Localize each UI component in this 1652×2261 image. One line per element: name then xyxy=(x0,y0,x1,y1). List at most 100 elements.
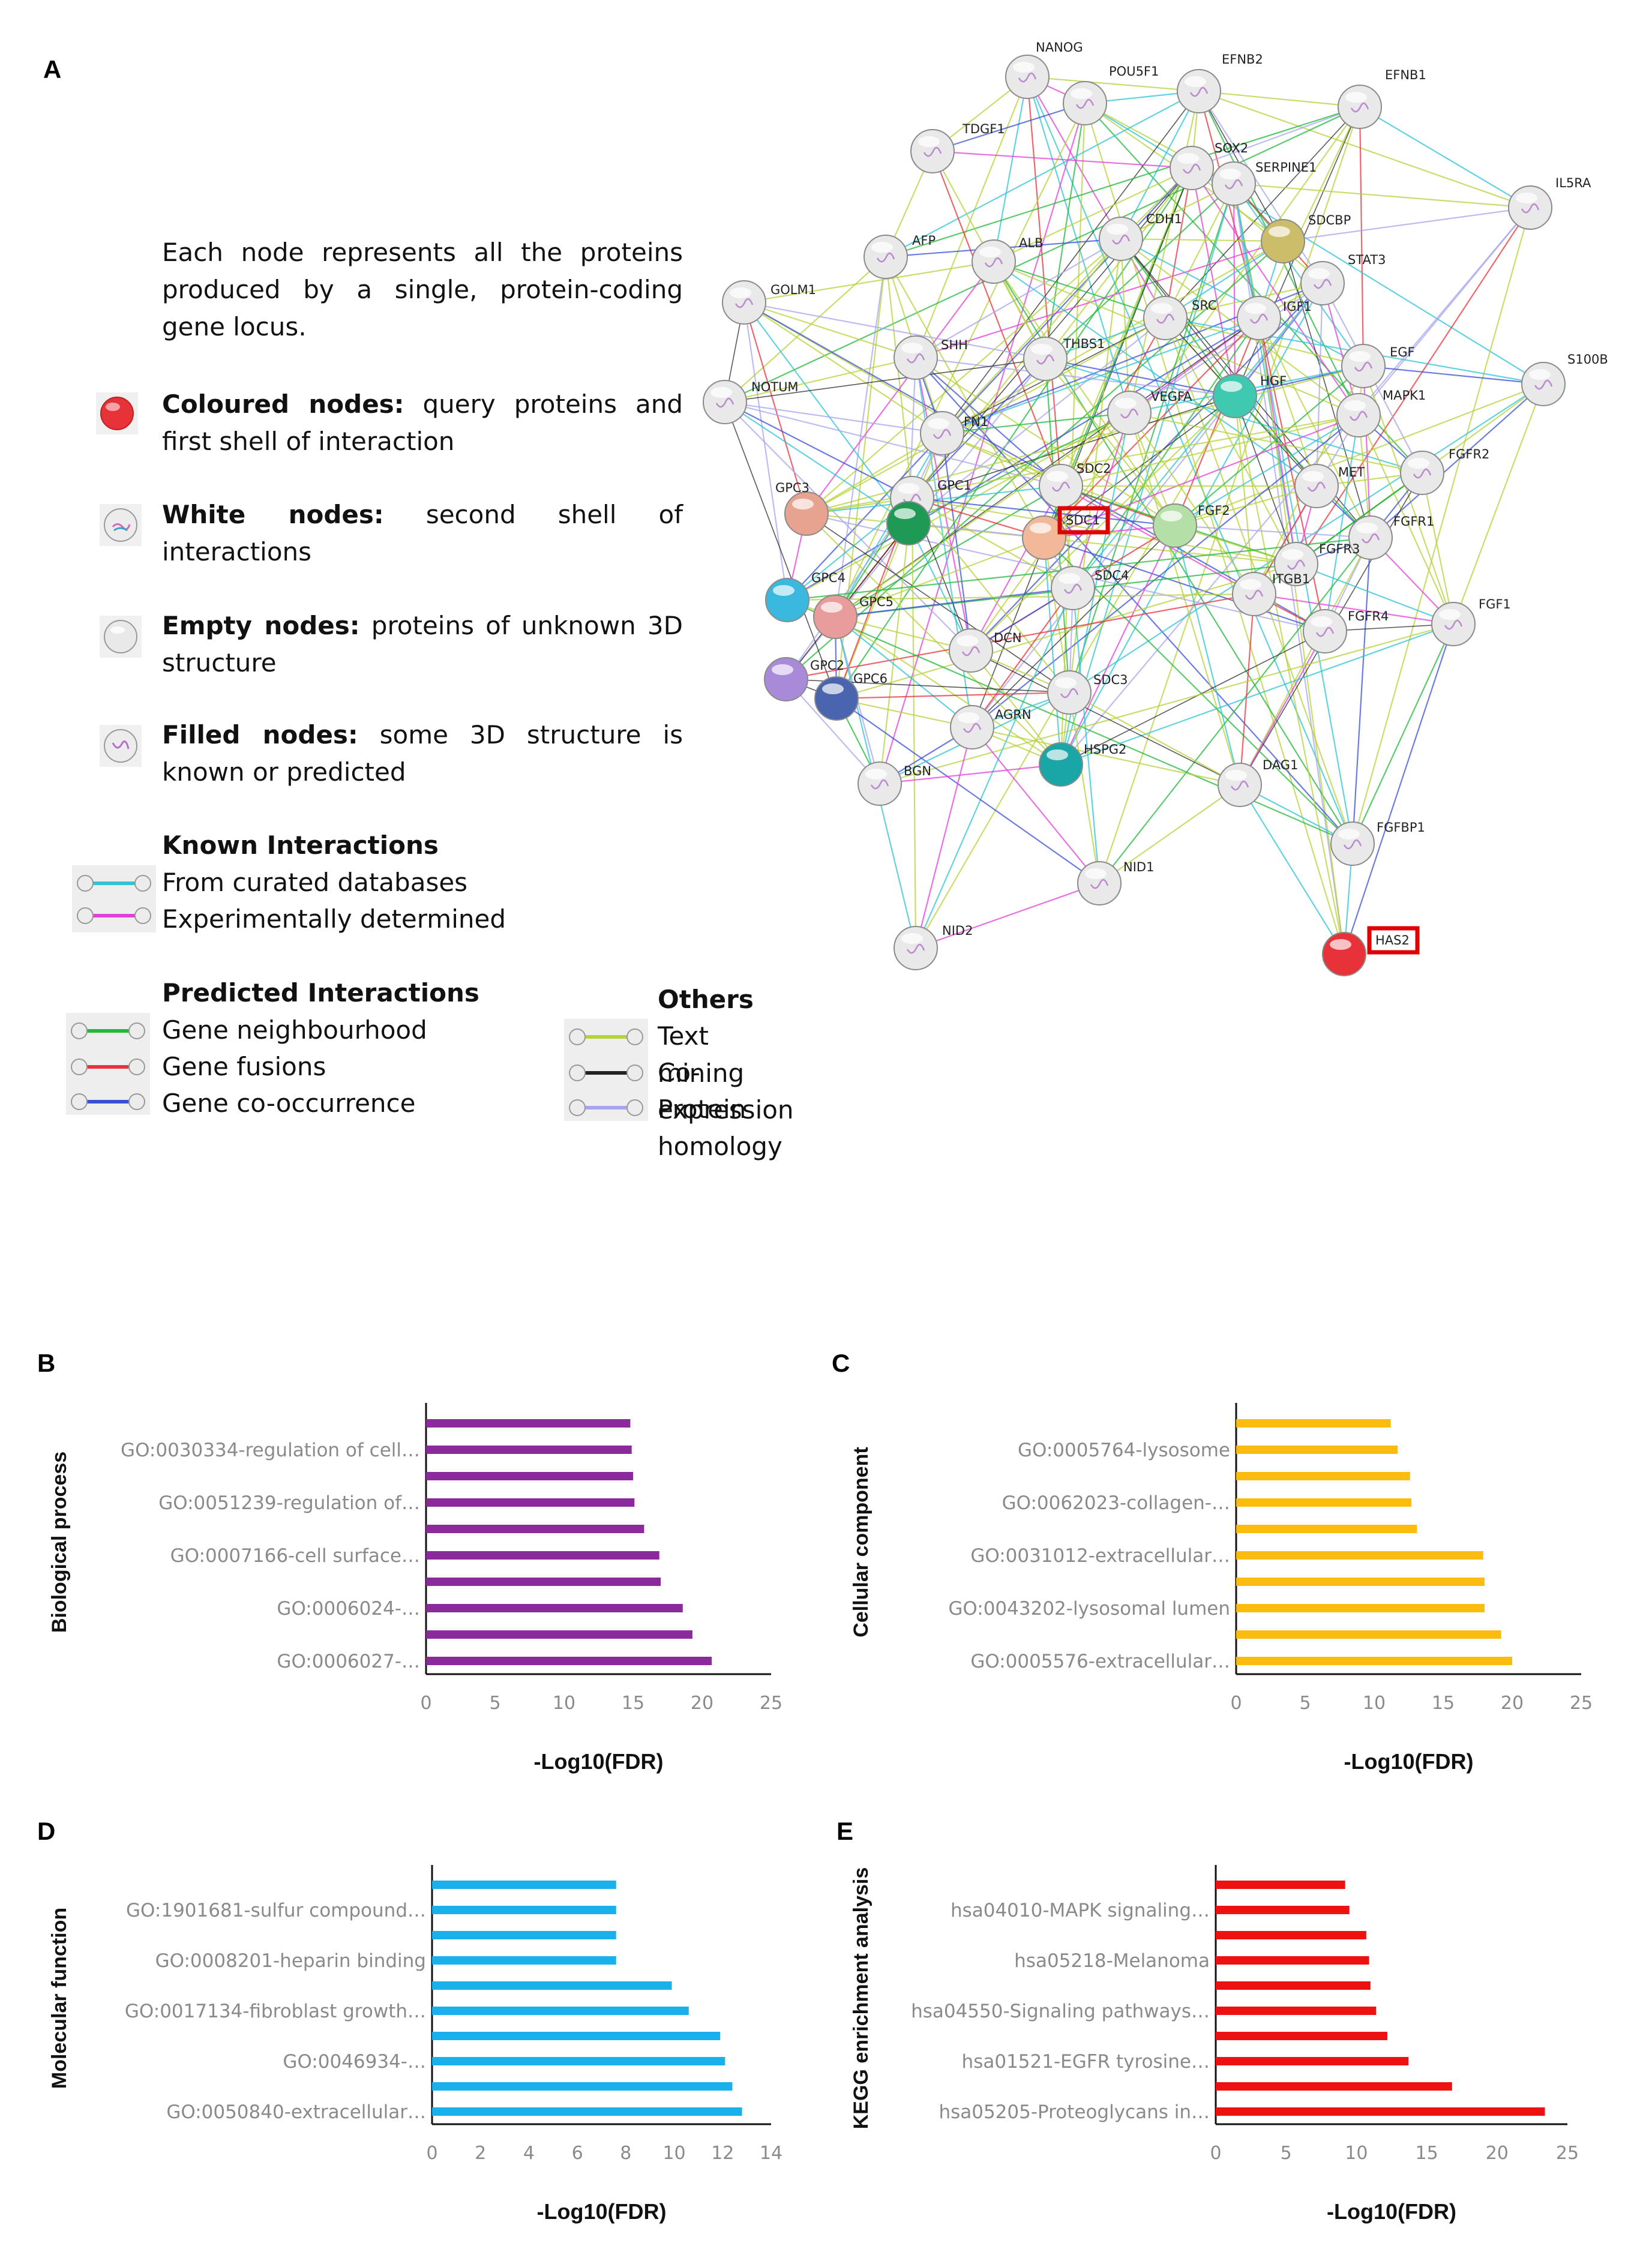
network-edge xyxy=(1129,412,1255,595)
network-edge xyxy=(1239,631,1326,785)
network-edge xyxy=(993,261,1317,487)
network-edge xyxy=(787,599,1353,845)
network-edge xyxy=(1421,472,1455,625)
network-node-gpc5[interactable]: GPC5 xyxy=(813,595,894,639)
network-node-efnb2[interactable]: EFNB2 xyxy=(1177,52,1263,113)
network-edge xyxy=(724,256,886,403)
network-node-gpc3[interactable]: GPC3 xyxy=(775,481,829,536)
network-node-met[interactable]: MET xyxy=(1294,464,1365,508)
network-node-il5ra[interactable]: IL5RA xyxy=(1508,176,1591,230)
network-edge xyxy=(743,260,994,304)
curated-line-sample xyxy=(72,865,156,932)
network-node-fgfr3[interactable]: FGFR3 xyxy=(1274,542,1360,586)
network-node-pou5f1[interactable]: POU5F1 xyxy=(1063,64,1159,125)
network-edge xyxy=(915,357,1176,526)
network-node-hspg2[interactable]: HSPG2 xyxy=(1039,742,1126,787)
network-node-fn1[interactable]: FN1 xyxy=(920,411,988,455)
network-edge xyxy=(942,91,1200,434)
x-tick-label-2: 5 xyxy=(1299,1693,1311,1714)
network-node-alb[interactable]: ALB xyxy=(972,236,1043,284)
legend-filled-desc: some 3D structure is known or predicted xyxy=(162,720,683,787)
network-node-sox2[interactable]: SOX2 xyxy=(1170,141,1248,190)
network-edge xyxy=(835,412,1130,617)
network-node-src[interactable]: SRC xyxy=(1143,296,1217,340)
network-node-itgb1[interactable]: ITGB1 xyxy=(1232,572,1310,616)
network-edge xyxy=(932,150,1192,169)
network-node-tdgf1[interactable]: TDGF1 xyxy=(910,122,1005,173)
category-label-4: GO:0046934-… xyxy=(283,2051,426,2073)
category-label-5: hsa05205-Proteoglycans in… xyxy=(939,2101,1210,2123)
network-node-has2[interactable]: HAS2 xyxy=(1322,926,1420,976)
network-node-fgfr2[interactable]: FGFR2 xyxy=(1400,447,1489,495)
network-label-dag1: DAG1 xyxy=(1263,758,1298,772)
network-node-sdc1[interactable]: SDC1 xyxy=(1022,506,1110,560)
network-node-s100b[interactable]: S100B xyxy=(1521,352,1608,406)
network-node-fgfr4[interactable]: FGFR4 xyxy=(1303,609,1389,653)
network-label-gpc6: GPC6 xyxy=(853,671,888,686)
legend-empty-title: Empty nodes: xyxy=(162,611,360,640)
x-tick-label-6: 10 xyxy=(662,2143,685,2164)
legend-empty-desc: proteins of unknown 3D structure xyxy=(162,611,683,677)
network-edge xyxy=(1045,183,1234,359)
network-node-sdc4[interactable]: SDC4 xyxy=(1051,566,1129,610)
network-node-golm1[interactable]: GOLM1 xyxy=(722,280,816,325)
network-edge xyxy=(1233,183,1236,397)
bar-9 xyxy=(432,2082,733,2091)
network-node-shh[interactable]: SHH xyxy=(894,335,968,380)
network-node-cdh1[interactable]: CDH1 xyxy=(1099,212,1182,261)
network-node-dag1[interactable]: DAG1 xyxy=(1218,758,1298,807)
network-label-bgn: BGN xyxy=(904,764,931,778)
network-node-sdcbp[interactable]: SDCBP xyxy=(1261,213,1351,263)
network-node-afp[interactable]: AFP xyxy=(864,233,936,279)
network-node-notum[interactable]: NOTUM xyxy=(703,380,799,424)
network-node-nanog[interactable]: NANOG xyxy=(1005,42,1083,99)
network-edge xyxy=(1233,183,1364,367)
network-node-fgfbp1[interactable]: FGFBP1 xyxy=(1330,820,1425,866)
bar-4 xyxy=(432,1956,616,1965)
network-edge xyxy=(1452,383,1545,625)
network-edge xyxy=(1174,365,1364,526)
network-node-agrn[interactable]: AGRN xyxy=(950,705,1032,749)
network-label-nanog: NANOG xyxy=(1036,42,1083,55)
network-node-efnb1[interactable]: EFNB1 xyxy=(1338,68,1426,129)
network-node-gpc6[interactable]: GPC6 xyxy=(814,671,888,721)
network-node-egf[interactable]: EGF xyxy=(1341,344,1415,388)
network-node-hgf[interactable]: HGF xyxy=(1213,374,1287,418)
network-edge xyxy=(908,522,1045,539)
network-node-bgn[interactable]: BGN xyxy=(858,761,931,806)
network-label-shh: SHH xyxy=(941,338,968,352)
network-node-fgf2[interactable]: FGF2 xyxy=(1153,503,1230,548)
network-node-fgf1[interactable]: FGF1 xyxy=(1431,597,1511,646)
network-node-vegfa[interactable]: VEGFA xyxy=(1107,389,1192,435)
network-edge xyxy=(1174,525,1241,785)
network-node-gpc2[interactable]: GPC2 xyxy=(764,657,844,701)
network-label-met: MET xyxy=(1338,465,1365,479)
network-edge xyxy=(835,433,943,699)
network-node-dcn[interactable]: DCN xyxy=(949,628,1022,673)
network-node-igf1[interactable]: IGF1 xyxy=(1237,296,1312,340)
network-node-nid1[interactable]: NID1 xyxy=(1077,860,1154,905)
network-node-gpc4[interactable]: GPC4 xyxy=(765,571,846,622)
network-node-mapk1[interactable]: MAPK1 xyxy=(1336,388,1426,437)
network-edge xyxy=(1045,358,1236,397)
network-edge xyxy=(1234,395,1371,538)
network-node-gpc-green[interactable] xyxy=(886,501,931,545)
network-node-serpine1[interactable]: SERPINE1 xyxy=(1212,160,1317,206)
network-node-thbs1[interactable]: THBS1 xyxy=(1023,337,1105,381)
highlight-box-has2 xyxy=(1367,926,1420,955)
x-axis-title: -Log10(FDR) xyxy=(537,2199,667,2224)
category-label-3: GO:0017134-fibroblast growth… xyxy=(125,2001,426,2022)
network-edge xyxy=(993,260,1166,319)
network-node-sdc3[interactable]: SDC3 xyxy=(1047,670,1128,715)
network-edge xyxy=(724,401,837,699)
network-label-sox2: SOX2 xyxy=(1215,141,1248,155)
network-edge xyxy=(835,616,972,652)
x-tick-label-4: 6 xyxy=(572,2143,583,2164)
network-node-sdc2[interactable]: SDC2 xyxy=(1039,461,1111,508)
network-edge xyxy=(972,167,1192,728)
network-edge xyxy=(1357,415,1455,625)
network-node-nid2[interactable]: NID2 xyxy=(894,923,973,970)
legend-white-title: White nodes: xyxy=(162,500,384,529)
network-node-fgfr1[interactable]: FGFR1 xyxy=(1348,514,1434,560)
network-node-stat3[interactable]: STAT3 xyxy=(1300,253,1386,305)
